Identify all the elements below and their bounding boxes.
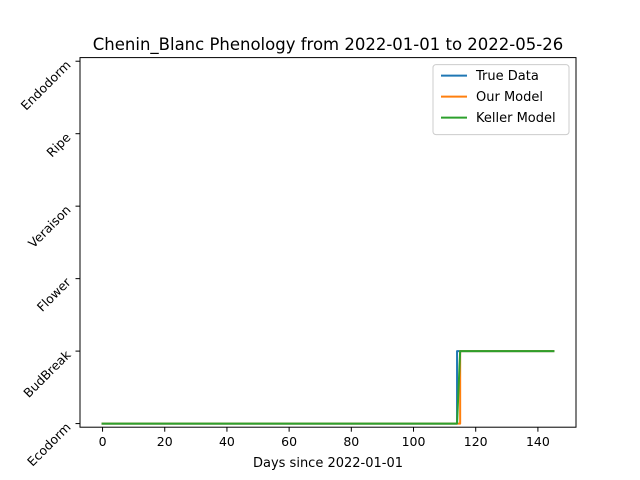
legend-label-2: Our Model <box>476 90 543 105</box>
series-line-3 <box>101 350 555 425</box>
x-tick-label: 140 <box>526 434 550 449</box>
chart-title: Chenin_Blanc Phenology from 2022-01-01 t… <box>93 35 563 55</box>
x-tick-label: 120 <box>464 434 488 449</box>
x-tick-label: 60 <box>281 434 297 449</box>
plot-frame <box>79 57 577 428</box>
legend: True Data Our Model Keller Model <box>432 64 570 136</box>
x-axis: 0 20 40 60 80 100 120 140 <box>99 427 550 449</box>
x-axis-label: Days since 2022-01-01 <box>253 456 403 471</box>
x-tick-label: 0 <box>99 434 107 449</box>
x-tick-label: 80 <box>343 434 359 449</box>
x-tick-label: 20 <box>157 434 173 449</box>
x-tick-label: 100 <box>402 434 426 449</box>
legend-label-3: Keller Model <box>476 111 556 126</box>
legend-label-1: True Data <box>475 69 539 84</box>
series-layer <box>101 350 555 425</box>
x-tick-label: 40 <box>219 434 235 449</box>
